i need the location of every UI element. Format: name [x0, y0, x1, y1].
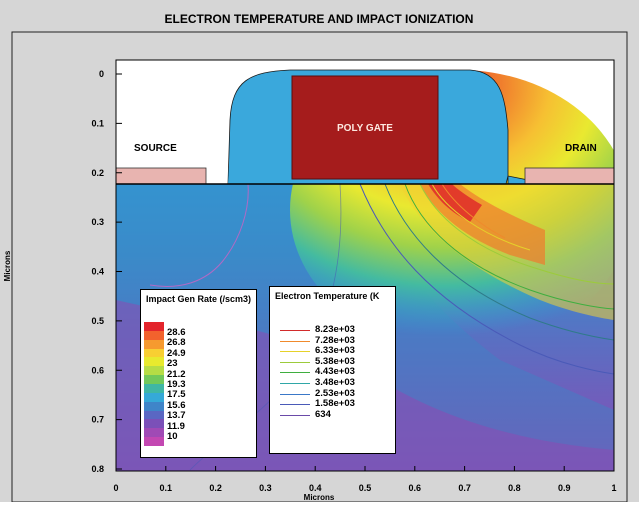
x-tick-label: 0.9 — [558, 483, 571, 493]
x-tick-label: 0.7 — [458, 483, 471, 493]
impact-color-swatch — [144, 357, 164, 367]
temperature-legend-line — [280, 393, 310, 395]
temperature-legend-label: 2.53e+03 — [315, 387, 355, 399]
peak-impact-region — [428, 184, 482, 222]
impact-color-swatch — [144, 392, 164, 403]
poly-gate — [291, 75, 439, 180]
impact-legend-label: 19.3 — [167, 379, 186, 390]
impact-color-swatch — [144, 339, 164, 350]
impact-legend-label: 17.5 — [167, 389, 186, 401]
y-tick-label: 0.2 — [91, 168, 104, 178]
temperature-legend-label: 8.23e+03 — [315, 324, 355, 335]
temperature-legend-line — [280, 351, 310, 353]
x-tick-label: 0.1 — [160, 483, 173, 493]
contour-line — [149, 183, 249, 287]
x-tick-label: 0.3 — [259, 483, 272, 493]
contour-line — [419, 183, 614, 285]
temperature-legend-line — [280, 414, 310, 416]
impact-color-swatch — [144, 437, 164, 447]
gate-label: POLY GATE — [337, 123, 393, 134]
y-axis-label: Microns — [3, 250, 12, 281]
impact-color-swatch — [144, 428, 164, 438]
impact-color-swatch — [144, 384, 164, 394]
temperature-legend-line — [280, 372, 310, 374]
temperature-legend-line — [280, 330, 310, 331]
y-tick-label: 0.7 — [91, 415, 104, 425]
source-contact — [116, 167, 207, 185]
x-tick-label: 0.4 — [309, 483, 322, 493]
impact-color-swatch — [144, 322, 164, 332]
source-label: SOURCE — [134, 143, 177, 154]
temperature-legend: Electron Temperature (K 8.23e+03 7.28e+03… — [269, 286, 396, 454]
temperature-legend-label: 6.33e+03 — [315, 345, 355, 357]
impact-legend-title: Impact Gen Rate (/scm3) — [146, 294, 252, 304]
y-tick-label: 0.1 — [91, 118, 104, 128]
temperature-legend-label: 3.48e+03 — [315, 377, 355, 388]
temperature-legend-label: 5.38e+03 — [315, 355, 355, 367]
contour-line — [404, 183, 614, 310]
impact-legend-label: 28.6 — [167, 327, 186, 338]
x-tick-label: 0.8 — [508, 483, 521, 493]
impact-legend: Impact Gen Rate (/scm3) 28.6 26.8 24.9 23 21… — [140, 289, 257, 458]
impact-color-swatch — [144, 375, 164, 385]
y-tick-label: 0.4 — [91, 267, 104, 277]
impact-legend-label: 11.9 — [167, 420, 185, 432]
impact-color-swatch — [144, 410, 164, 420]
y-tick-label: 0.6 — [91, 365, 104, 375]
x-tick-label: 1 — [611, 483, 616, 493]
chart-title: ELECTRON TEMPERATURE AND IMPACT IONIZATI… — [165, 12, 474, 26]
temperature-legend-label: 1.58e+03 — [315, 398, 355, 410]
impact-legend-label: 23 — [167, 358, 178, 370]
contour-line — [441, 183, 506, 239]
impact-color-swatch — [144, 366, 164, 376]
x-axis-label: Microns — [304, 493, 335, 502]
contour-line — [359, 183, 614, 375]
temperature-legend-line — [280, 361, 310, 363]
contour-line — [431, 183, 531, 251]
drain-label: DRAIN — [565, 143, 597, 154]
x-tick-label: 0.2 — [209, 483, 222, 493]
temperature-legend-label: 7.28e+03 — [315, 334, 355, 346]
temperature-legend-line — [280, 340, 310, 342]
impact-color-swatch — [144, 348, 164, 358]
temperature-legend-label: 634 — [315, 408, 331, 420]
x-tick-label: 0.5 — [359, 483, 372, 493]
x-axis: 0 0.1 0.2 0.3 0.4 0.5 0.6 0.7 0.8 0.9 1 — [113, 466, 617, 493]
y-tick-label: 0.3 — [91, 217, 104, 227]
impact-color-swatch — [144, 401, 164, 412]
impact-legend-label: 10 — [167, 431, 178, 442]
impact-legend-label: 15.6 — [167, 399, 186, 411]
impact-legend-label: 24.9 — [167, 347, 186, 359]
y-tick-label: 0 — [99, 69, 104, 79]
temperature-legend-line — [280, 383, 310, 384]
y-tick-label: 0.8 — [91, 464, 104, 474]
temperature-legend-label: 4.43e+03 — [315, 366, 355, 378]
contour-line — [384, 183, 614, 341]
temperature-legend-line — [280, 404, 310, 406]
impact-legend-label: 21.2 — [167, 368, 186, 380]
y-tick-label: 0.5 — [91, 316, 104, 326]
impact-legend-label: 13.7 — [167, 410, 186, 422]
drain-contact — [524, 167, 614, 185]
impact-colorbar — [144, 322, 164, 447]
x-tick-label: 0 — [113, 483, 118, 493]
impact-color-swatch — [144, 419, 164, 429]
x-tick-label: 0.6 — [409, 483, 422, 493]
impact-color-swatch — [144, 330, 164, 341]
impact-legend-label: 26.8 — [167, 337, 186, 349]
y-axis: 0 0.1 0.2 0.3 0.4 0.5 0.6 0.7 0.8 — [91, 69, 122, 474]
temperature-legend-title: Electron Temperature (K — [275, 291, 380, 301]
